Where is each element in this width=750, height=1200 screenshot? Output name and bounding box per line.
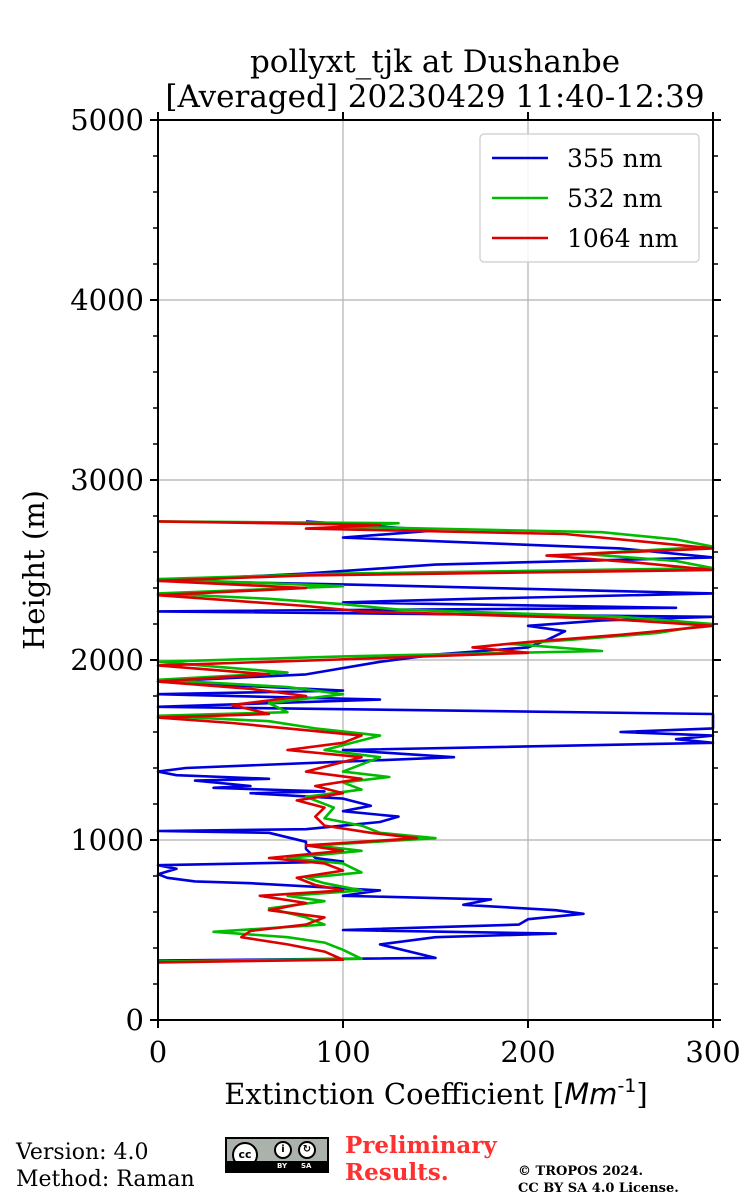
legend-box	[479, 133, 700, 263]
x-axis-label-text: Extinction Coefficient [	[224, 1077, 564, 1111]
series-line-355-nm	[156, 520, 715, 962]
chart-title: pollyxt_tjk at Dushanbe	[250, 44, 620, 80]
series-line-532-nm	[156, 520, 715, 963]
method-text: Method: Raman	[16, 1167, 195, 1192]
share-alike-icon: ↻	[298, 1141, 316, 1159]
by-label: BY	[277, 1162, 288, 1170]
x-tick-label: 100	[315, 1035, 370, 1069]
y-tick-label: 1000	[70, 823, 144, 857]
extinction-profile-chart: pollyxt_tjk at Dushanbe [Averaged] 20230…	[17, 44, 741, 1111]
cc-license-badge-icon: cc i ↻ BY SA	[225, 1137, 329, 1173]
x-axis-label-exponent: -1	[617, 1075, 636, 1097]
y-axis-label: Height (m)	[17, 490, 51, 650]
legend-label: 532 nm	[567, 184, 663, 213]
legend-label: 355 nm	[567, 144, 663, 173]
license-text: CC BY SA 4.0 License.	[518, 1181, 679, 1196]
y-tick-label: 0	[126, 1003, 144, 1037]
results-label: Results.	[345, 1159, 449, 1186]
version-text: Version: 4.0	[16, 1140, 149, 1165]
x-tick-label: 300	[685, 1035, 740, 1069]
y-tick-label: 5000	[70, 103, 144, 137]
series-lines	[156, 520, 715, 964]
x-tick-label: 200	[500, 1035, 555, 1069]
y-tick-label: 3000	[70, 463, 144, 497]
x-axis-label: Extinction Coefficient [Mm-1]	[224, 1075, 647, 1111]
copyright-text: © TROPOS 2024.	[518, 1164, 644, 1179]
legend: 355 nm 532 nm 1064 nm	[479, 133, 700, 263]
x-tick-label: 0	[149, 1035, 167, 1069]
series-line-1064-nm	[156, 520, 715, 964]
plot-frame	[157, 119, 714, 1021]
badge-strip	[227, 1161, 327, 1171]
x-axis-label-unit: Mm	[564, 1077, 617, 1111]
y-tick-label: 2000	[70, 643, 144, 677]
sa-label: SA	[301, 1162, 312, 1170]
x-axis-label-end: ]	[636, 1077, 647, 1111]
y-tick-label: 4000	[70, 283, 144, 317]
chart-subtitle: [Averaged] 20230429 11:40-12:39	[165, 79, 704, 115]
legend-label: 1064 nm	[567, 224, 679, 253]
preliminary-label: Preliminary	[345, 1132, 497, 1159]
attribution-icon: i	[274, 1141, 292, 1159]
